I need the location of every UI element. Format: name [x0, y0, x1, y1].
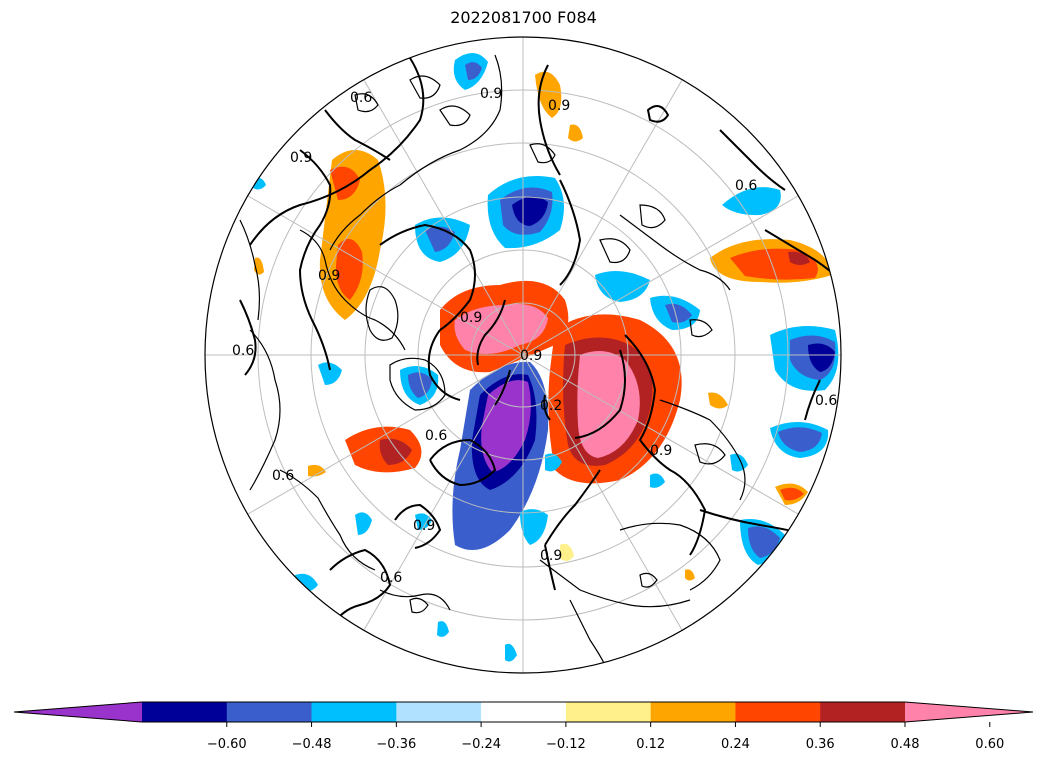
anomaly-negative-patch [465, 62, 482, 80]
polar-map: 0.6 0.9 0.9 0.9 0.6 0.6 0.9 0.9 0.6 0.6 … [204, 36, 842, 674]
map-boundary [204, 36, 842, 674]
anomaly-negative-patch [520, 509, 548, 545]
anomaly-negative-patch [748, 526, 780, 558]
colorbar-segments [13, 701, 1034, 723]
anomaly-negative-patch [318, 362, 342, 385]
contour-label: 0.2 [540, 398, 562, 414]
contour-label: 0.9 [520, 348, 542, 364]
contour-label: 0.6 [815, 393, 837, 409]
colorbar-tick-label: 0.24 [721, 737, 750, 752]
colorbar-tick-label: 0.36 [806, 737, 835, 752]
colorbar-tick-label: −0.24 [461, 737, 501, 752]
anomaly-positive-patch [560, 543, 574, 562]
anomaly-positive-patch [788, 251, 810, 265]
contour-label: 0.6 [350, 90, 372, 106]
colorbar-segment [311, 702, 397, 722]
anomaly-positive-patch [708, 392, 728, 409]
coastlines [239, 54, 746, 666]
colorbar-segment [650, 702, 736, 722]
anomaly-negative-patch [722, 187, 781, 216]
anomaly-negative-patch [545, 453, 562, 472]
colorbar-segment [565, 702, 652, 722]
anomaly-negative-patch [505, 643, 517, 662]
colorbar-tick-label: −0.60 [207, 737, 247, 752]
anomaly-positive-patch [335, 238, 363, 300]
contour-label: 0.9 [318, 268, 340, 284]
colorbar-tick-label: −0.48 [292, 737, 332, 752]
anomaly-negative-patch [481, 380, 531, 472]
contour-label: 0.9 [540, 548, 562, 564]
colorbar-tick-label: −0.12 [546, 737, 586, 752]
colorbar-tick-label: −0.36 [376, 737, 416, 752]
anomaly-positive-patch [685, 569, 695, 581]
colorbar-tick-label: 0.12 [636, 737, 665, 752]
contour-label: 0.9 [413, 518, 435, 534]
anomaly-negative-patch [512, 196, 548, 226]
colorbar-tick-label: 0.60 [975, 737, 1004, 752]
contour-label: 0.9 [548, 98, 570, 114]
colorbar-extend-min [14, 702, 142, 722]
contour-label: 0.9 [480, 86, 502, 102]
contour-label: 0.6 [380, 570, 402, 586]
colorbar-segment [142, 702, 228, 722]
colorbar-tick-label: 0.48 [891, 737, 920, 752]
anomaly-positive-patch [568, 124, 583, 142]
colorbar-segment [226, 702, 313, 722]
anomaly-negative-patch [408, 372, 432, 398]
colorbar-segment [820, 702, 906, 722]
anomaly-negative-patch [415, 513, 432, 530]
anomaly-negative-patch [650, 473, 665, 488]
contour-label-group: 0.6 0.9 0.9 0.9 0.6 0.6 0.9 0.9 0.6 0.6 … [232, 86, 837, 586]
colorbar-ticks: −0.60 −0.48 −0.36 −0.24 −0.12 0.12 0.24 0.36 0.4… [207, 722, 1004, 752]
colorbar-segment [735, 702, 821, 722]
colorbar-segment [396, 702, 482, 722]
anomaly-negative-patch [665, 303, 692, 323]
anomaly-positive-patch [780, 487, 804, 501]
anomaly-positive-patch [454, 303, 548, 354]
contour-label: 0.6 [735, 178, 757, 194]
contour-label: 0.9 [460, 310, 482, 326]
anomaly-positive-patch [308, 464, 326, 477]
anomaly-negative-patch [778, 427, 822, 452]
anomaly-negative-patch [808, 343, 835, 372]
chart-title: 2022081700 F084 [450, 8, 597, 27]
colorbar-segment [481, 702, 567, 722]
contour-label: 0.9 [650, 443, 672, 459]
anomaly-fill-layer [252, 52, 839, 662]
contour-label: 0.6 [272, 468, 294, 484]
contour-label: 0.6 [232, 343, 254, 359]
map-content: 0.6 0.9 0.9 0.9 0.6 0.6 0.9 0.9 0.6 0.6 … [205, 37, 841, 673]
anomaly-negative-patch [437, 621, 449, 637]
colorbar-outline [13, 701, 1034, 723]
colorbar-extend-max [905, 702, 1033, 722]
contour-label: 0.9 [290, 150, 312, 166]
contour-label: 0.6 [425, 428, 447, 444]
anomaly-negative-patch [355, 512, 372, 535]
